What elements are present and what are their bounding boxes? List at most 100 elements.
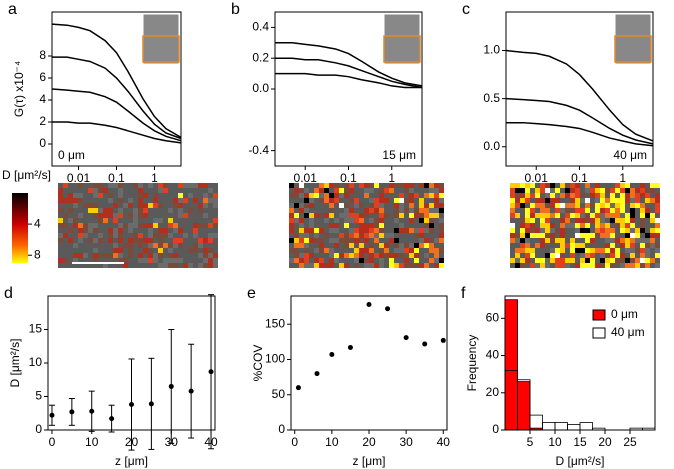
map-pixel [585, 188, 590, 193]
map-pixel [78, 203, 83, 208]
map-pixel [178, 228, 183, 233]
map-pixel [620, 223, 625, 228]
x-tick-label: 10 [325, 435, 339, 449]
map-pixel [414, 198, 419, 203]
map-pixel [399, 263, 404, 268]
map-pixel [399, 213, 404, 218]
map-pixel [515, 203, 520, 208]
map-pixel [655, 223, 660, 228]
x-tick-label: 25 [623, 435, 637, 449]
map-pixel [309, 198, 314, 203]
map-pixel [208, 208, 213, 213]
map-pixel [128, 193, 133, 198]
map-pixel [600, 183, 605, 188]
map-pixel [168, 263, 173, 268]
map-pixel [615, 213, 620, 218]
map-pixel [349, 198, 354, 203]
x-tick-label: 10 [548, 435, 562, 449]
map-pixel [645, 203, 650, 208]
map-pixel [409, 228, 414, 233]
histogram-bar [554, 422, 568, 431]
map-pixel [560, 248, 565, 253]
map-pixel [394, 243, 399, 248]
map-pixel [163, 233, 168, 238]
y-tick-label: 0 [39, 136, 46, 150]
map-pixel [610, 203, 615, 208]
map-pixel [580, 253, 585, 258]
map-pixel [334, 208, 339, 213]
map-pixel [545, 228, 550, 233]
map-pixel [364, 223, 369, 228]
map-pixel [530, 238, 535, 243]
map-pixel [525, 238, 530, 243]
map-pixel [414, 218, 419, 223]
map-pixel [419, 258, 424, 263]
map-pixel [525, 188, 530, 193]
y-tick-label: 150 [265, 316, 285, 330]
map-pixel [555, 188, 560, 193]
map-pixel [439, 233, 444, 238]
map-pixel [570, 183, 575, 188]
map-pixel [93, 193, 98, 198]
map-pixel [419, 238, 424, 243]
map-pixel [314, 183, 319, 188]
map-pixel [630, 218, 635, 223]
map-pixel [183, 258, 188, 263]
map-pixel [645, 208, 650, 213]
map-pixel [334, 253, 339, 258]
map-pixel [83, 213, 88, 218]
map-pixel [424, 203, 429, 208]
map-pixel [133, 198, 138, 203]
map-pixel [78, 193, 83, 198]
map-pixel [349, 218, 354, 223]
map-pixel [193, 243, 198, 248]
map-pixel [103, 203, 108, 208]
map-pixel [339, 183, 344, 188]
map-pixel [123, 188, 128, 193]
map-pixel [615, 193, 620, 198]
map-pixel [334, 183, 339, 188]
map-pixel [324, 223, 329, 228]
map-pixel [650, 243, 655, 248]
map-pixel [419, 228, 424, 233]
map-pixel [369, 223, 374, 228]
map-pixel [580, 188, 585, 193]
map-pixel [424, 263, 429, 268]
map-pixel [419, 218, 424, 223]
map-pixel [515, 213, 520, 218]
map-pixel [565, 228, 570, 233]
map-pixel [299, 253, 304, 258]
map-pixel [83, 233, 88, 238]
map-pixel [650, 218, 655, 223]
y-tick-label: 60 [486, 311, 500, 325]
map-pixel [188, 248, 193, 253]
map-pixel [163, 203, 168, 208]
map-pixel [369, 198, 374, 203]
map-pixel [344, 223, 349, 228]
map-pixel [630, 183, 635, 188]
map-pixel [655, 203, 660, 208]
map-pixel [610, 263, 615, 268]
map-pixel [399, 188, 404, 193]
map-pixel [530, 228, 535, 233]
map-pixel [153, 238, 158, 243]
map-pixel [128, 208, 133, 213]
map-pixel [133, 243, 138, 248]
map-pixel [570, 233, 575, 238]
map-pixel [650, 253, 655, 258]
map-pixel [168, 228, 173, 233]
map-pixel [394, 203, 399, 208]
map-pixel [143, 248, 148, 253]
map-pixel [83, 243, 88, 248]
map-pixel [585, 243, 590, 248]
map-pixel [123, 243, 128, 248]
map-pixel [535, 198, 540, 203]
map-pixel [645, 248, 650, 253]
map-pixel [83, 183, 88, 188]
map-pixel [439, 198, 444, 203]
map-pixel [610, 233, 615, 238]
map-pixel [294, 193, 299, 198]
map-pixel [565, 213, 570, 218]
map-pixel [133, 183, 138, 188]
map-pixel [419, 233, 424, 238]
